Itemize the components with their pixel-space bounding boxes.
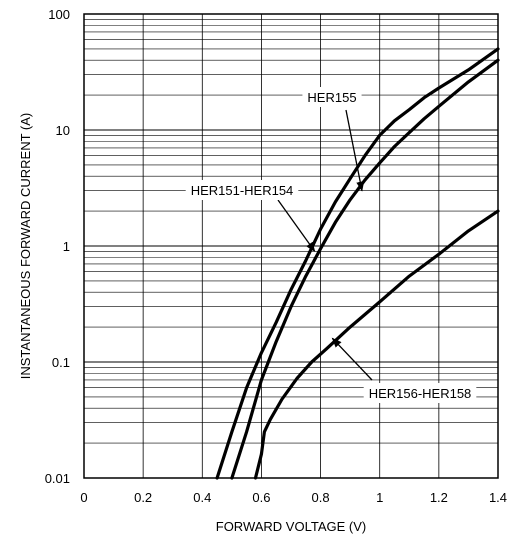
y-tick-labels: 0.01 0.1 1 10 100 bbox=[45, 7, 70, 486]
series-line-2 bbox=[230, 58, 500, 480]
y-tick-label: 0.01 bbox=[45, 471, 70, 486]
x-tick-label: 0.8 bbox=[312, 490, 330, 505]
series-line-3 bbox=[253, 209, 500, 480]
x-tick-label: 1.4 bbox=[489, 490, 507, 505]
x-tick-label: 0.2 bbox=[134, 490, 152, 505]
y-tick-label: 0.1 bbox=[52, 355, 70, 370]
y-tick-label: 1 bbox=[63, 239, 70, 254]
annotation-label: HER151-HER154 bbox=[191, 183, 294, 198]
annotations: HER155 HER151-HER154 HER156-HER158 bbox=[185, 87, 477, 403]
x-tick-label: 0.4 bbox=[193, 490, 211, 505]
y-axis-label: INSTANTANEOUS FORWARD CURRENT (A) bbox=[18, 113, 33, 380]
annotation-arrow bbox=[331, 337, 373, 381]
x-tick-label: 0 bbox=[80, 490, 87, 505]
curves bbox=[215, 47, 500, 480]
annotation-arrow bbox=[277, 199, 316, 253]
y-tick-label: 10 bbox=[56, 123, 70, 138]
plot-frame bbox=[83, 13, 499, 479]
y-tick-label: 100 bbox=[48, 7, 70, 22]
x-tick-label: 0.6 bbox=[252, 490, 270, 505]
x-tick-labels: 0 0.2 0.4 0.6 0.8 1 1.2 1.4 bbox=[80, 490, 507, 505]
annotation-label: HER156-HER158 bbox=[369, 386, 472, 401]
x-tick-label: 1 bbox=[376, 490, 383, 505]
x-axis-label: FORWARD VOLTAGE (V) bbox=[216, 519, 366, 534]
annotation-label-background bbox=[302, 87, 362, 107]
series-line-1 bbox=[215, 47, 500, 480]
annotation-label: HER155 bbox=[307, 90, 356, 105]
grid bbox=[84, 14, 498, 478]
annotation-label-background bbox=[363, 383, 477, 403]
x-tick-label: 1.2 bbox=[430, 490, 448, 505]
annotation-arrow bbox=[345, 109, 365, 192]
annotation-label-background bbox=[185, 180, 299, 200]
